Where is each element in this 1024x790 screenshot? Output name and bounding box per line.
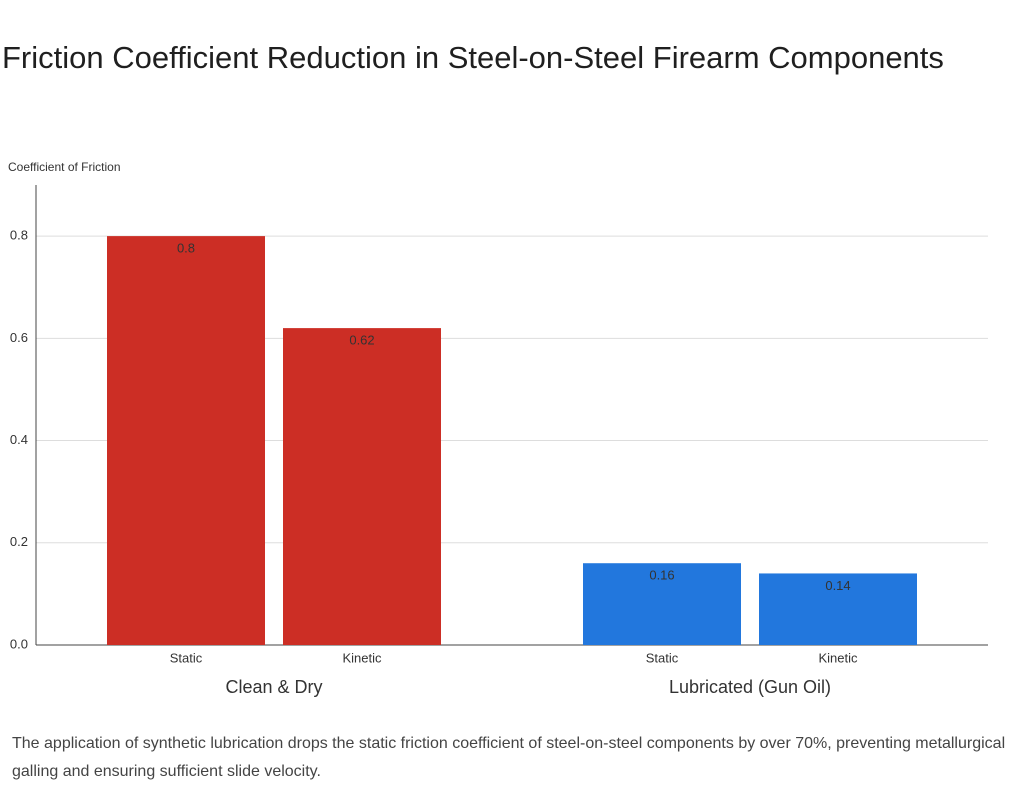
group-label: Clean & Dry xyxy=(225,677,322,697)
chart: Coefficient of Friction 0.0 0.2 0.4 0.6 0.8 C… xyxy=(8,160,988,697)
y-tick-label: 0.2 xyxy=(10,534,28,549)
y-tick-label: 0.0 xyxy=(10,636,28,651)
y-tick-label: 0.8 xyxy=(10,228,28,243)
value-label: 0.16 xyxy=(649,568,674,583)
value-label: 0.14 xyxy=(825,578,850,593)
value-label: 0.8 xyxy=(177,241,195,256)
chart-title: Friction Coefficient Reduction in Steel-… xyxy=(2,40,944,75)
x-tick-label: Kinetic xyxy=(818,650,858,665)
x-tick-label: Static xyxy=(170,650,203,665)
x-tick-label: Kinetic xyxy=(342,650,382,665)
bar xyxy=(583,563,741,645)
y-tick-label: 0.6 xyxy=(10,330,28,345)
y-tick-label: 0.4 xyxy=(10,432,28,447)
bar xyxy=(283,328,441,645)
group-label: Lubricated (Gun Oil) xyxy=(669,677,831,697)
caption: The application of synthetic lubrication… xyxy=(12,735,1006,780)
x-tick-label: Static xyxy=(646,650,679,665)
value-label: 0.62 xyxy=(349,333,374,348)
bar xyxy=(759,573,917,645)
y-axis-label: Coefficient of Friction xyxy=(8,160,121,174)
bar xyxy=(107,236,265,645)
